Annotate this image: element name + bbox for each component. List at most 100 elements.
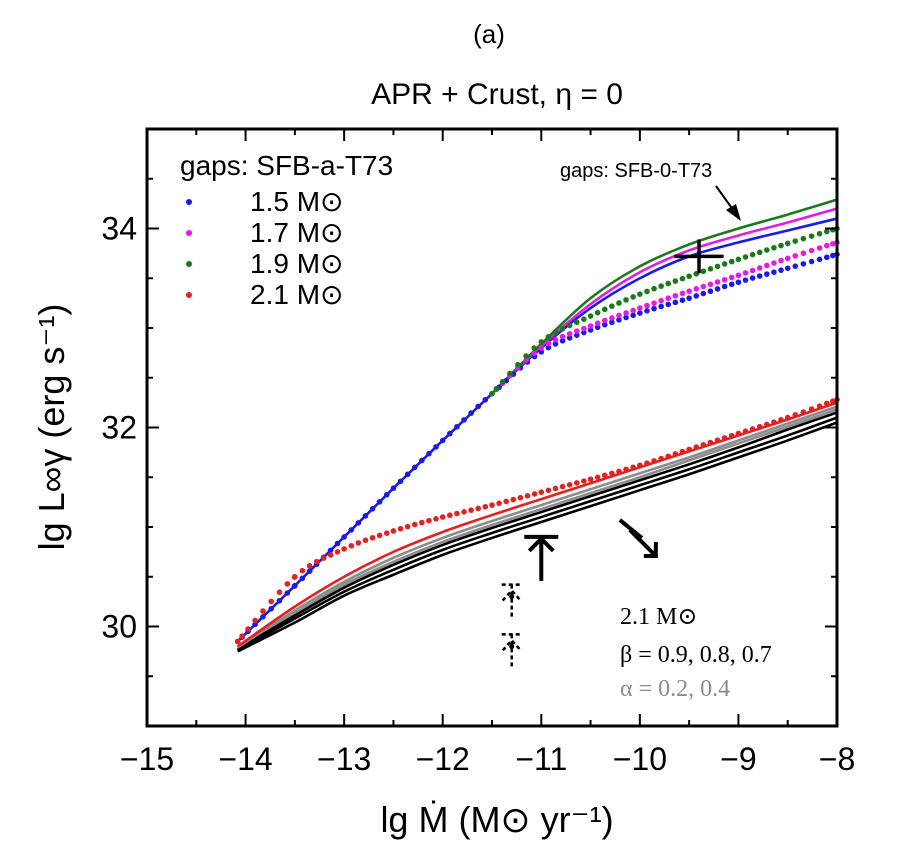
series-point: [764, 271, 770, 277]
series-point: [268, 606, 274, 612]
series-point: [252, 617, 258, 624]
series-point: [644, 302, 650, 309]
series-point: [721, 283, 728, 290]
series-point: [499, 378, 506, 385]
series-point: [260, 614, 266, 620]
series-point: [587, 327, 594, 333]
series-point: [284, 581, 291, 587]
series-point: [276, 589, 283, 596]
x-tick-label: −8: [819, 741, 855, 777]
series-point: [771, 419, 777, 425]
series-point: [411, 464, 418, 471]
series-point: [447, 512, 453, 519]
series-point: [665, 280, 672, 287]
series-point: [630, 312, 636, 319]
series-point: [816, 245, 823, 251]
x-tick-labels: −15 −14 −13 −12 −11 −10 −9 −8: [120, 741, 855, 777]
y-axis-label: lg L∞γ (erg s⁻¹): [31, 304, 72, 551]
series-point: [348, 527, 355, 533]
series-point: [252, 621, 258, 628]
series-points: [234, 225, 840, 645]
series-point: [566, 330, 573, 337]
series-point: [784, 240, 791, 247]
series-point: [581, 329, 587, 336]
series-point: [808, 258, 815, 265]
series-point: [623, 297, 629, 303]
series-point: [545, 334, 552, 340]
series-point: [362, 537, 369, 544]
series-point: [816, 230, 823, 237]
series-point: [644, 460, 650, 466]
panel-label: (a): [473, 19, 505, 49]
series-point: [616, 317, 622, 323]
series-point: [792, 412, 799, 418]
series-point: [735, 430, 742, 437]
series-point: [764, 421, 770, 428]
series-point: [808, 406, 815, 412]
series-point: [601, 472, 608, 479]
series-point: [475, 505, 482, 512]
series-point: [823, 228, 830, 235]
series-point: [764, 262, 770, 269]
series-point: [531, 350, 537, 357]
series-point: [334, 540, 341, 547]
series-point: [369, 505, 376, 512]
series-point: [686, 446, 692, 453]
series-point: [829, 398, 836, 404]
series-point: [397, 478, 404, 485]
series-point: [623, 314, 629, 321]
series-point: [700, 290, 707, 297]
series-point: [686, 295, 692, 301]
series-point: [735, 279, 742, 286]
series-point: [454, 510, 460, 517]
reference-curve: [236, 405, 838, 649]
series-point: [468, 410, 474, 416]
series-point: [327, 547, 334, 554]
series-point: [623, 466, 629, 473]
series-point: [341, 534, 347, 540]
series-point: [362, 513, 369, 519]
reference-curve: [237, 421, 838, 653]
series-point: [566, 335, 573, 341]
series-point: [355, 540, 362, 546]
series-point: [493, 385, 500, 392]
series-point: [679, 290, 686, 297]
series-point: [707, 281, 714, 288]
series-point: [784, 255, 791, 262]
series-point: [792, 263, 799, 269]
series-point: [601, 317, 608, 324]
series-point: [672, 278, 679, 284]
series-point: [829, 252, 836, 259]
series-point: [496, 500, 502, 507]
legend-marker: [186, 199, 192, 205]
series-point: [778, 267, 784, 273]
series-point: [234, 638, 241, 645]
series-point: [376, 498, 383, 505]
series-point: [327, 552, 334, 558]
x-tick-label: −13: [317, 741, 371, 777]
series-point: [510, 496, 517, 503]
series-point: [334, 549, 341, 555]
series-point: [735, 256, 742, 263]
series-point: [489, 502, 495, 508]
series-point: [637, 305, 643, 311]
x-axis-label: lg Ṁ (M⊙ yr⁻¹): [380, 799, 613, 840]
series-point: [482, 396, 489, 403]
series-point: [665, 295, 672, 302]
y-tick-labels: 30 32 34: [101, 211, 137, 645]
series-point: [829, 240, 836, 247]
series-point: [581, 325, 587, 332]
chart-title: APR + Crust, η = 0: [371, 78, 623, 111]
observation-limit-arrow: [501, 588, 522, 602]
reference-arrow-head: [726, 204, 741, 221]
series-point: [573, 480, 580, 486]
series-point: [693, 286, 700, 292]
series-point: [686, 288, 692, 294]
series-point: [778, 417, 784, 423]
series-point: [792, 238, 799, 244]
series-point: [665, 301, 672, 308]
x-tick-label: −12: [416, 741, 470, 777]
series-point: [630, 307, 636, 314]
series-point: [721, 261, 728, 267]
series-point: [728, 281, 735, 288]
